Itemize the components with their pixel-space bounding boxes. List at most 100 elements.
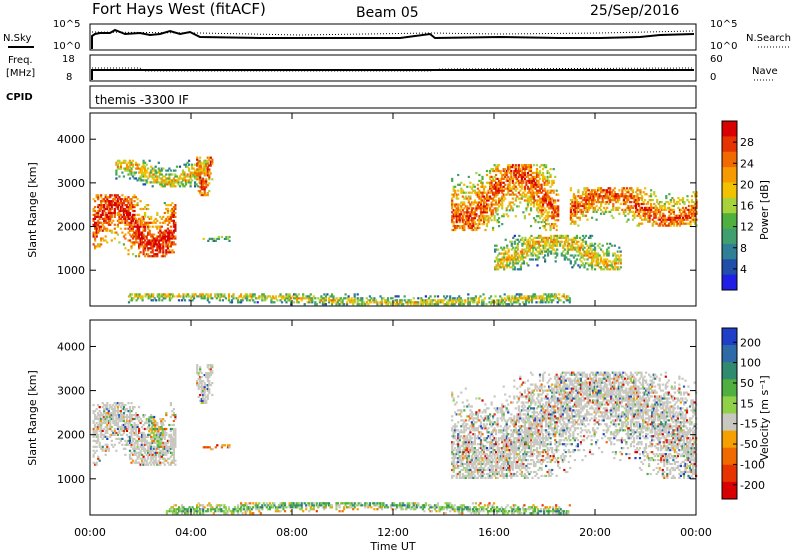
scatter-cell <box>529 181 533 184</box>
scatter-cell <box>139 233 142 236</box>
scatter-cell <box>125 223 129 226</box>
scatter-cell <box>159 433 162 436</box>
scatter-cell <box>542 248 545 251</box>
scatter-cell <box>131 417 135 421</box>
scatter-cell <box>144 293 147 296</box>
scatter-cell <box>545 242 548 245</box>
scatter-cell <box>115 231 118 234</box>
scatter-cell <box>145 181 148 184</box>
scatter-cell <box>625 199 628 202</box>
scatter-cell <box>131 217 135 220</box>
scatter-cell <box>466 211 469 214</box>
scatter-cell <box>124 169 127 172</box>
scatter-cell <box>142 449 145 452</box>
scatter-cell <box>232 297 235 300</box>
scatter-cell <box>687 216 691 219</box>
scatter-cell <box>168 215 171 218</box>
scatter-cell <box>159 173 162 176</box>
scatter-cell <box>279 295 282 298</box>
scatter-cell <box>495 195 498 198</box>
scatter-cell <box>156 253 159 256</box>
scatter-cell <box>616 195 619 198</box>
scatter-cell <box>545 223 548 226</box>
scatter-cell <box>461 215 464 218</box>
scatter-cell <box>621 208 624 211</box>
scatter-cell <box>550 234 553 237</box>
scatter-cell <box>145 204 148 207</box>
scatter-cell <box>115 410 118 413</box>
scatter-cell <box>414 301 417 304</box>
scatter-cell <box>110 200 113 203</box>
scatter-cell <box>141 461 144 464</box>
scatter-cell <box>650 204 653 208</box>
scatter-cell <box>538 209 542 212</box>
scatter-cell <box>110 408 113 411</box>
scatter-cell <box>122 167 125 170</box>
scatter-cell <box>107 410 110 413</box>
scatter-cell <box>98 419 101 423</box>
scatter-cell <box>451 197 454 200</box>
scatter-cell <box>499 197 502 200</box>
scatter-cell <box>473 217 476 220</box>
scatter-cell <box>621 195 624 198</box>
scatter-cell <box>166 243 169 246</box>
scatter-cell <box>172 215 175 218</box>
scatter-cell <box>118 429 121 432</box>
scatter-cell <box>458 183 461 186</box>
scatter-cell <box>106 217 109 220</box>
scatter-cell <box>127 202 130 205</box>
scatter-cell <box>631 206 635 209</box>
scatter-cell <box>678 208 681 211</box>
scatter-cell <box>163 237 166 240</box>
scatter-cell <box>470 299 473 302</box>
scatter-cell <box>644 208 647 211</box>
scatter-cell <box>531 197 534 200</box>
scatter-cell <box>203 180 206 183</box>
scatter-cell <box>119 165 122 168</box>
scatter-cell <box>549 297 552 300</box>
scatter-cell <box>162 457 165 460</box>
scatter-cell <box>178 175 182 178</box>
scatter-cell <box>134 415 138 419</box>
scatter-cell <box>496 185 499 188</box>
scatter-cell <box>540 191 543 194</box>
scatter-cell <box>541 244 544 247</box>
scatter-cell <box>680 218 683 221</box>
scatter-cell <box>218 299 221 302</box>
scatter-cell <box>595 256 598 259</box>
scatter-cell <box>675 222 678 225</box>
scatter-cell <box>606 262 609 265</box>
scatter-cell <box>551 240 554 243</box>
scatter-cell <box>663 218 666 221</box>
scatter-cell <box>504 252 507 255</box>
scatter-cell <box>478 195 481 198</box>
scatter-cell <box>512 301 515 304</box>
scatter-cell <box>482 201 486 204</box>
scatter-cell <box>489 191 492 194</box>
scatter-cell <box>571 248 574 251</box>
scatter-cell <box>153 245 156 248</box>
scatter-cell <box>624 202 627 206</box>
scatter-cell <box>513 203 516 206</box>
scatter-cell <box>475 215 478 218</box>
scatter-cell <box>135 299 138 302</box>
scatter-cell <box>128 455 132 458</box>
scatter-cell <box>205 186 208 189</box>
scatter-cell <box>119 213 122 216</box>
scatter-cell <box>473 301 476 304</box>
scatter-cell <box>128 169 132 172</box>
scatter-cell <box>470 219 473 222</box>
scatter-cell <box>116 198 119 201</box>
scatter-cell <box>451 207 454 210</box>
scatter-cell <box>519 193 522 196</box>
scatter-cell <box>127 301 131 304</box>
scatter-cell <box>162 255 165 258</box>
scatter-cell <box>511 185 514 188</box>
scatter-cell <box>144 169 147 172</box>
scatter-cell <box>169 213 172 216</box>
scatter-cell <box>168 463 171 466</box>
scatter-cell <box>551 246 554 249</box>
scatter-cell <box>134 217 138 220</box>
scatter-cell <box>182 295 185 298</box>
scatter-cell <box>169 245 172 248</box>
